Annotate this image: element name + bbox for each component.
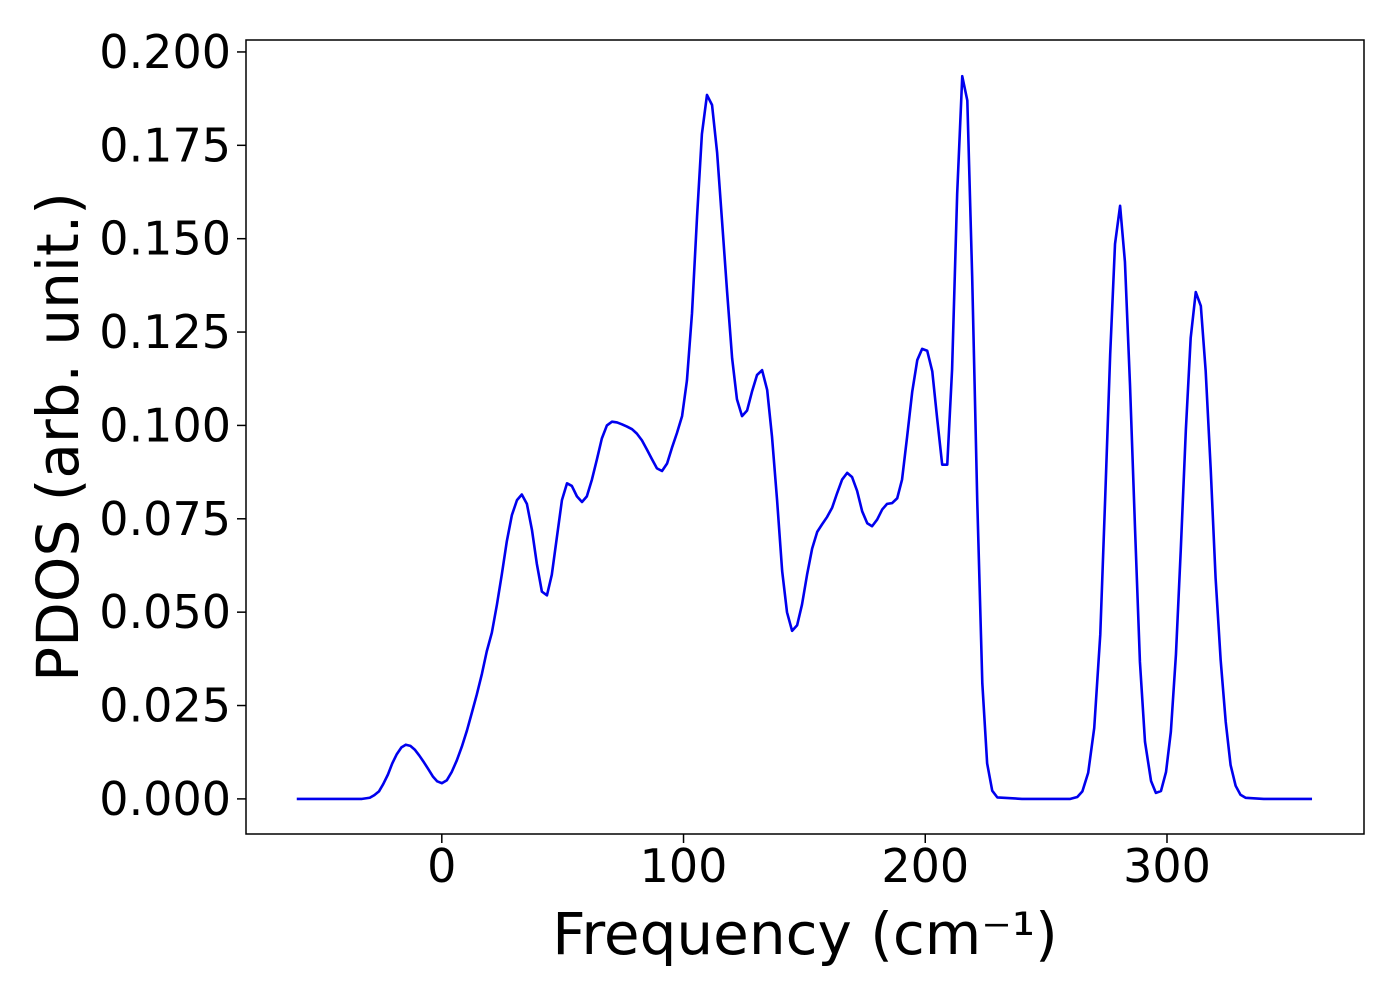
y-tick-label: 0.150 xyxy=(99,212,231,266)
x-tick-label: 300 xyxy=(1123,839,1211,893)
y-tick-label: 0.125 xyxy=(99,305,231,359)
plot-frame xyxy=(245,39,1365,835)
y-tick-label: 0.050 xyxy=(99,585,231,639)
y-tick-label: 0.100 xyxy=(99,398,231,452)
y-tick-label: 0.075 xyxy=(99,492,231,546)
y-tick-label: 0.200 xyxy=(99,25,231,79)
x-tick-label: 100 xyxy=(640,839,728,893)
x-tick-label: 0 xyxy=(427,839,456,893)
y-tick-label: 0.025 xyxy=(99,679,231,733)
x-tick-label: 200 xyxy=(881,839,969,893)
y-tick-label: 0.175 xyxy=(99,118,231,172)
y-axis-label: PDOS (arb. unit.) xyxy=(24,192,92,682)
x-axis-label: Frequency (cm⁻¹) xyxy=(552,900,1058,968)
y-tick-label: 0.000 xyxy=(99,772,231,826)
data-line xyxy=(296,74,1313,801)
